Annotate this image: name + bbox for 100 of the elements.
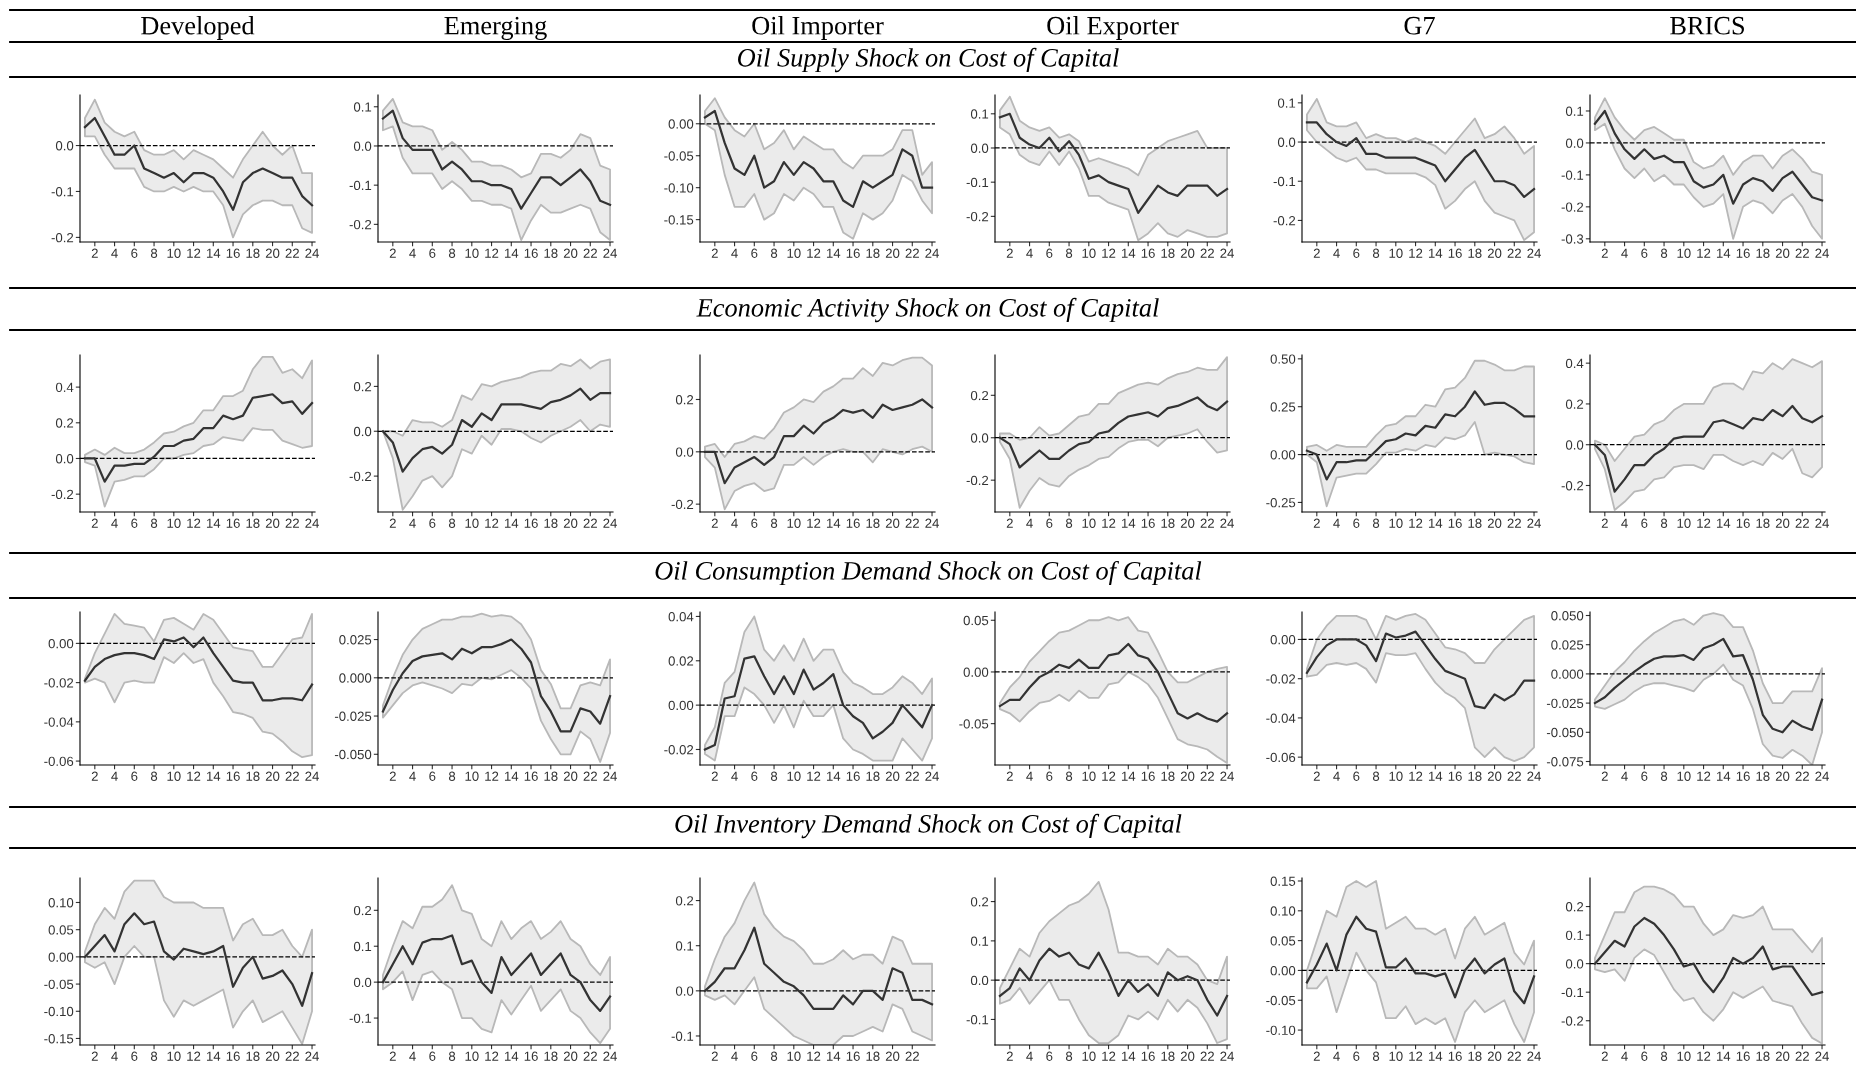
x-tick-label: 14 bbox=[826, 1051, 841, 1061]
y-tick-label: 0.2 bbox=[1565, 399, 1584, 409]
y-tick-label: -0.1 bbox=[966, 177, 989, 188]
x-tick-label: 2 bbox=[1313, 248, 1320, 258]
x-tick-label: 10 bbox=[465, 1051, 479, 1061]
y-tick-label: -0.2 bbox=[966, 475, 989, 486]
x-tick-label: 18 bbox=[1756, 1051, 1770, 1061]
y-tick-label: 0.15 bbox=[1270, 876, 1296, 886]
x-tick-label: 12 bbox=[1102, 771, 1116, 781]
x-tick-label: 8 bbox=[1372, 518, 1380, 528]
x-tick-label: 22 bbox=[583, 518, 597, 528]
x-tick-label: 10 bbox=[1082, 1051, 1096, 1061]
x-tick-label: 22 bbox=[1507, 248, 1521, 258]
x-tick-label: 10 bbox=[1082, 771, 1096, 781]
x-tick-label: 18 bbox=[866, 771, 880, 781]
line-series bbox=[1593, 109, 1824, 205]
x-tick-label: 14 bbox=[206, 1051, 221, 1061]
x-tick-label: 16 bbox=[1736, 248, 1750, 258]
y-tick-label: 0.0 bbox=[970, 433, 989, 443]
x-tick-label: 22 bbox=[1200, 771, 1214, 781]
y-tick-label: -0.05 bbox=[664, 151, 694, 161]
x-tick-label: 6 bbox=[1641, 248, 1648, 258]
y-tick-label: 0.1 bbox=[1565, 930, 1584, 940]
y-tick-label: 0.00 bbox=[668, 119, 694, 129]
y-tick-label: -0.2 bbox=[51, 232, 74, 243]
x-tick-label: 8 bbox=[150, 248, 158, 258]
y-tick-label: 0.00 bbox=[48, 952, 74, 962]
x-tick-label: 6 bbox=[131, 771, 138, 781]
x-tick-label: 2 bbox=[1313, 1051, 1320, 1061]
y-tick-label: 0.0 bbox=[1565, 138, 1584, 148]
x-tick-label: 2 bbox=[389, 518, 396, 528]
line-series bbox=[998, 112, 1229, 215]
y-tick-label: -0.2 bbox=[1273, 216, 1296, 226]
x-tick-label: 20 bbox=[1775, 1051, 1790, 1061]
x-tick-label: 12 bbox=[1409, 518, 1423, 528]
x-tick-label: 22 bbox=[1795, 1051, 1809, 1061]
y-tick-label: 0.05 bbox=[963, 615, 989, 626]
y-tick-label: -0.06 bbox=[1266, 752, 1296, 763]
x-tick-label: 18 bbox=[1468, 1051, 1482, 1061]
y-tick-label: -0.2 bbox=[671, 499, 694, 510]
x-tick-label: 6 bbox=[751, 1051, 758, 1061]
x-tick-label: 4 bbox=[731, 1051, 738, 1061]
x-tick-label: 18 bbox=[1756, 771, 1770, 781]
x-tick-label: 16 bbox=[1448, 518, 1462, 528]
x-tick-label: 4 bbox=[409, 771, 416, 781]
y-tick-label: 0.04 bbox=[668, 612, 694, 622]
x-tick-label: 2 bbox=[1006, 518, 1013, 528]
x-tick-label: 16 bbox=[524, 771, 538, 781]
x-tick-label: 24 bbox=[603, 771, 617, 781]
x-tick-label: 4 bbox=[409, 518, 416, 528]
x-tick-label: 4 bbox=[731, 518, 738, 528]
y-tick-label: -0.050 bbox=[334, 749, 372, 760]
x-tick-label: 16 bbox=[1448, 248, 1462, 258]
y-tick-label: 0.2 bbox=[970, 897, 989, 907]
x-tick-label: 12 bbox=[187, 248, 201, 258]
x-tick-label: 8 bbox=[448, 771, 456, 781]
x-tick-label: 4 bbox=[111, 518, 118, 528]
x-tick-label: 22 bbox=[285, 248, 299, 258]
x-tick-label: 2 bbox=[1006, 248, 1013, 258]
x-tick-label: 6 bbox=[131, 1051, 138, 1061]
x-tick-label: 20 bbox=[563, 248, 578, 258]
y-tick-label: 0.05 bbox=[1270, 936, 1296, 946]
x-tick-label: 18 bbox=[1468, 771, 1482, 781]
x-tick-label: 10 bbox=[465, 771, 479, 781]
x-tick-label: 8 bbox=[1065, 771, 1073, 781]
x-tick-label: 20 bbox=[563, 771, 578, 781]
x-tick-label: 16 bbox=[1736, 771, 1750, 781]
x-tick-label: 10 bbox=[1389, 248, 1403, 258]
y-tick-label: 0.0 bbox=[353, 426, 372, 437]
x-tick-label: 24 bbox=[305, 518, 319, 528]
x-tick-label: 10 bbox=[167, 518, 181, 528]
x-tick-label: 24 bbox=[1220, 1051, 1234, 1061]
x-tick-label: 8 bbox=[150, 1051, 158, 1061]
x-tick-label: 18 bbox=[866, 1051, 880, 1061]
y-tick-label: -0.06 bbox=[44, 756, 74, 766]
y-tick-label: 0.0 bbox=[675, 986, 694, 996]
x-tick-label: 12 bbox=[807, 518, 821, 528]
y-tick-label: -0.02 bbox=[44, 678, 74, 688]
y-tick-label: 0.0 bbox=[1277, 137, 1296, 147]
x-tick-label: 16 bbox=[226, 1051, 240, 1061]
line-series bbox=[703, 926, 934, 1010]
x-tick-label: 6 bbox=[1046, 518, 1053, 528]
x-tick-label: 14 bbox=[1716, 518, 1731, 528]
x-tick-label: 12 bbox=[1697, 771, 1711, 781]
y-tick-label: -0.04 bbox=[1266, 713, 1296, 723]
y-tick-label: -0.1 bbox=[1561, 170, 1584, 180]
x-tick-label: 20 bbox=[265, 248, 280, 258]
x-tick-label: 18 bbox=[1468, 518, 1482, 528]
x-tick-label: 4 bbox=[1621, 1051, 1628, 1061]
x-tick-label: 20 bbox=[1775, 248, 1790, 258]
x-tick-label: 24 bbox=[925, 248, 939, 258]
x-tick-label: 4 bbox=[731, 771, 738, 781]
x-tick-label: 12 bbox=[1102, 248, 1116, 258]
x-tick-label: 16 bbox=[846, 248, 860, 258]
y-tick-label: 0.4 bbox=[1565, 358, 1584, 369]
y-tick-label: 0.025 bbox=[339, 635, 372, 645]
y-tick-label: 0.0 bbox=[675, 447, 694, 457]
line-series bbox=[998, 642, 1229, 723]
y-tick-label: 0.4 bbox=[55, 382, 74, 393]
x-tick-label: 10 bbox=[1677, 771, 1691, 781]
